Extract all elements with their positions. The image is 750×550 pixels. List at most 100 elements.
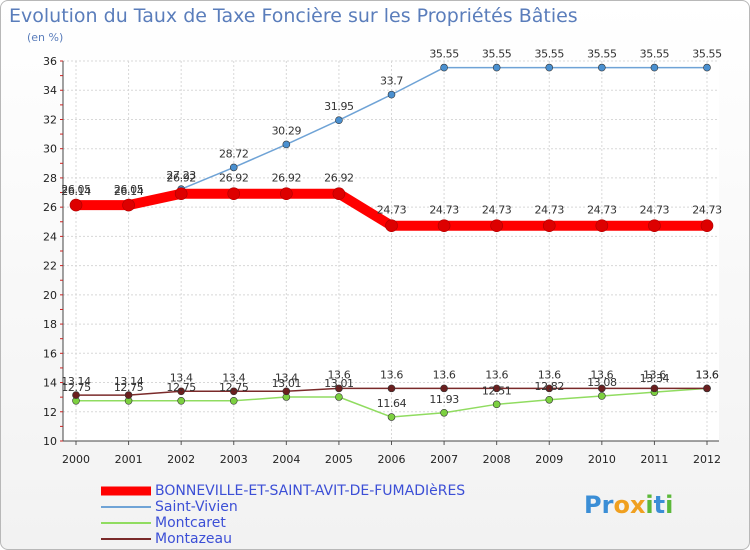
data-label: 24.73 (692, 204, 722, 217)
data-point (598, 392, 606, 400)
data-label: 26.05 (61, 183, 91, 196)
y-tick-label: 10 (43, 435, 57, 448)
data-point (335, 116, 343, 124)
data-label: 12.75 (61, 381, 91, 394)
data-point (440, 384, 448, 393)
y-tick-label: 20 (43, 289, 57, 302)
data-point (177, 387, 185, 396)
data-point (490, 219, 503, 233)
data-point (437, 219, 451, 233)
data-label: 26.92 (272, 172, 302, 185)
data-point (332, 187, 346, 201)
x-tick-label: 2004 (272, 453, 300, 466)
data-label: 35.55 (535, 48, 565, 61)
data-point (595, 219, 609, 233)
data-point (700, 219, 714, 233)
y-tick-label: 28 (43, 172, 57, 185)
x-tick-label: 2012 (693, 453, 721, 466)
legend-label-saint-vivien: Saint-Vivien (155, 499, 238, 515)
y-tick-label: 30 (43, 143, 57, 156)
data-label: 31.95 (324, 100, 354, 113)
x-tick-label: 2007 (430, 453, 458, 466)
data-point (282, 140, 291, 149)
data-label: 13.6 (643, 368, 666, 381)
y-tick-label: 26 (43, 201, 57, 214)
data-label: 13.01 (324, 377, 354, 390)
legend-label-montazeau: Montazeau (155, 531, 232, 547)
y-tick-label: 24 (43, 230, 57, 243)
data-label: 30.29 (272, 124, 302, 137)
x-tick-label: 2000 (62, 453, 90, 466)
data-point (650, 63, 659, 72)
data-point (650, 384, 659, 393)
data-label: 24.73 (640, 204, 670, 217)
data-label: 24.73 (535, 204, 565, 217)
x-tick-label: 2006 (378, 453, 406, 466)
data-label: 27.23 (166, 169, 196, 182)
data-label: 13.08 (587, 376, 617, 389)
x-tick-label: 2008 (483, 453, 511, 466)
data-label: 12.82 (535, 380, 565, 393)
x-tick-label: 2002 (167, 453, 195, 466)
data-point (387, 413, 396, 421)
data-label: 13.6 (380, 368, 403, 381)
x-tick-label: 2009 (535, 453, 563, 466)
data-point (122, 198, 135, 212)
data-point (229, 387, 238, 396)
data-label: 13.01 (272, 377, 302, 390)
y-tick-label: 22 (43, 260, 57, 273)
data-point (174, 187, 188, 201)
data-label: 35.55 (482, 48, 512, 61)
x-tick-label: 2010 (588, 453, 616, 466)
data-label: 24.73 (482, 204, 512, 217)
unit-label: (en %) (27, 31, 64, 44)
y-tick-label: 14 (43, 377, 57, 390)
data-point (124, 391, 133, 399)
data-point (545, 63, 554, 72)
data-label: 35.55 (587, 48, 617, 61)
data-label: 12.51 (482, 384, 512, 397)
legend-label-montcaret: Montcaret (155, 515, 226, 531)
data-label: 26.14 (114, 185, 144, 198)
x-tick-label: 2001 (115, 453, 143, 466)
x-tick-label: 2003 (220, 453, 248, 466)
data-point (280, 187, 293, 201)
data-label: 11.64 (377, 397, 407, 410)
data-label: 24.73 (429, 204, 459, 217)
data-label: 11.93 (429, 393, 459, 406)
y-tick-label: 34 (43, 84, 57, 97)
chart-title: Evolution du Taux de Taxe Foncière sur l… (9, 5, 578, 27)
data-point (542, 219, 556, 233)
data-label: 35.55 (429, 48, 459, 61)
data-point (177, 397, 185, 405)
x-tick-label: 2011 (640, 453, 668, 466)
data-point (387, 90, 396, 99)
data-point (545, 395, 554, 404)
data-label: 13.34 (640, 372, 670, 385)
data-label: 12.75 (114, 381, 144, 394)
data-label: 26.92 (324, 172, 354, 185)
data-label: 13.4 (275, 371, 298, 384)
data-label: 24.73 (377, 204, 407, 217)
data-point (335, 393, 343, 401)
y-tick-label: 16 (43, 347, 57, 360)
data-label: 13.14 (114, 375, 144, 388)
data-point (72, 391, 80, 399)
data-label: 13.6 (433, 368, 456, 381)
data-label: 13.6 (696, 368, 719, 381)
data-point (229, 397, 238, 405)
data-label: 26.14 (61, 185, 91, 198)
data-label: 13.6 (538, 368, 561, 381)
data-point (492, 63, 501, 72)
data-point (648, 219, 661, 233)
y-tick-label: 18 (43, 318, 57, 331)
data-point (545, 384, 554, 393)
data-label: 28.72 (219, 147, 249, 160)
data-label: 12.75 (219, 381, 249, 394)
data-label: 13.14 (61, 375, 91, 388)
data-point (385, 219, 398, 233)
data-label: 13.6 (485, 368, 508, 381)
data-point (387, 384, 396, 393)
data-point (703, 384, 711, 393)
